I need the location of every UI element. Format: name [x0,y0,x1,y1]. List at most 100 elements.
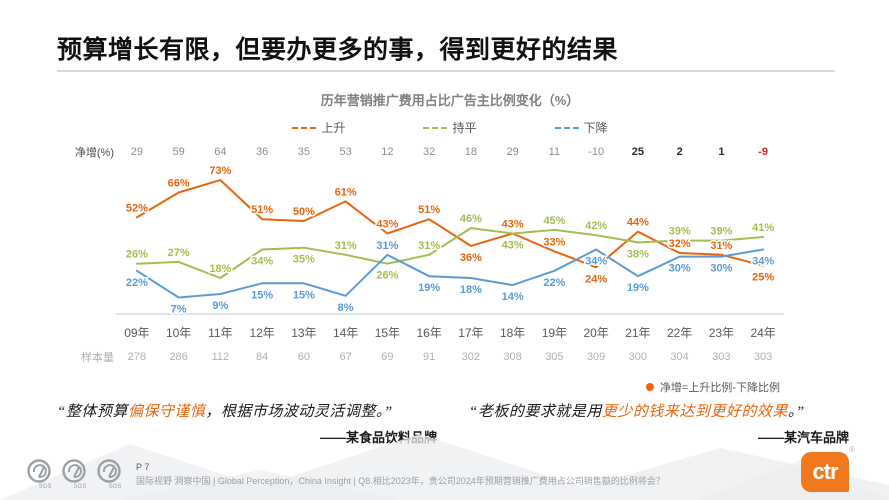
sample-size-value: 302 [461,351,481,363]
chart-note: 净增=上升比例-下降比例 [60,379,784,395]
data-label: 8% [338,302,354,314]
data-label: 44% [627,217,649,229]
data-label: 51% [418,204,440,216]
legend-label: 上升 [321,121,346,135]
x-axis-tick: 09年 [124,326,150,340]
legend-item-0: 上升 [292,119,345,136]
net-increase-value: 64 [214,146,227,158]
sample-size-value: 304 [670,351,689,363]
sample-size-value: 300 [628,351,648,363]
net-increase-row: 净增(%) 29 59 64 36 35 53 12 32 18 29 11 -10 25 2 1 -9 [60,144,784,160]
chart-section: 历年营销推广费用占比广告主比例变化（%） 上升 持平 下降 净增(%) 29 59 64… [60,90,784,395]
x-axis-tick: 13年 [291,326,317,340]
data-label: 41% [752,222,774,234]
legend-marker-icon [554,126,579,129]
data-label: 52% [126,202,148,214]
net-increase-value: 11 [548,146,561,158]
net-increase-value: 12 [381,146,394,158]
data-label: 43% [502,218,524,230]
data-label: 14% [502,291,524,303]
net-increase-value: 18 [464,146,477,158]
note-text: 净增=上升比例-下降比例 [659,382,780,394]
data-label: 19% [418,282,440,294]
quote-food-brand: “整体预算偏保守谨慎，根据市场波动灵活调整。” ——某食品饮料品牌 [57,400,457,446]
quote-text: “整体预算偏保守谨慎，根据市场波动灵活调整。” [57,400,457,421]
data-label: 7% [171,304,187,316]
data-label: 26% [376,270,398,282]
data-label: 22% [126,277,148,289]
data-label: 32% [669,238,691,250]
data-label: 34% [251,255,273,267]
net-increase-value: -9 [758,146,769,158]
footer: SGS SGS SGS P 7 国际视野 洞察中国 | Global Percept… [0,444,889,500]
legend-item-1: 持平 [423,119,477,136]
sample-size-value: 308 [503,351,522,363]
sample-size-value: 303 [712,351,731,363]
quote-attribution: ——某汽车品牌 [757,430,849,445]
data-label: 43% [502,239,524,251]
sample-size-value: 112 [211,351,230,363]
ctr-logo-text: ctr [812,459,838,484]
data-label: 42% [585,220,607,232]
net-increase-value: -10 [588,146,605,158]
data-label: 18% [209,263,231,275]
data-label: 15% [251,289,273,301]
data-label: 36% [460,252,482,264]
sample-size-value: 60 [297,351,310,363]
data-label: 15% [293,289,315,301]
x-axis-tick: 19年 [541,326,568,340]
net-increase-value: 53 [339,146,352,158]
sample-size-value: 67 [339,351,352,363]
sample-size-value: 91 [423,351,436,363]
data-label: 30% [710,263,732,275]
x-axis-tick: 20年 [583,326,609,340]
data-label: 39% [710,226,732,238]
data-label: 26% [126,249,148,261]
quote-text: “老板的要求就是用更少的钱来达到更好的效果。” [469,400,869,421]
series-line-下降 [135,248,765,299]
sample-size-value: 303 [753,351,773,363]
net-increase-value: 25 [631,146,644,158]
x-axis-tick: 21年 [625,326,651,340]
data-label: 38% [627,248,649,260]
sample-size-value: 69 [381,351,394,363]
net-increase-value: 29 [130,146,143,158]
sample-size-values: 278 286 112 84 60 67 69 91 302 308 305 309 300 304 303… [116,351,784,363]
data-label: 46% [460,213,482,225]
years-row: 09年 10年 11年 12年 13年 14年 15年 16年 17年 18年 19年 20年 21年 2… [60,324,784,341]
x-axis-tick: 10年 [165,326,192,340]
data-label: 25% [752,272,774,284]
data-label: 51% [251,204,273,216]
x-axis-tick: 14年 [332,326,359,340]
trend-line-chart: 52% 26% 22% 66% 27% 7% 73% 18% 9% 51% 34% 15% 50% 35%… [116,164,784,317]
chart-title: 历年营销推广费用占比广告主比例变化（%） [320,93,580,108]
svg-text:SGS: SGS [74,484,87,490]
net-increase-value: 32 [423,146,436,158]
data-label: 66% [168,178,190,190]
data-label: 39% [669,226,691,238]
data-label: 19% [627,282,649,294]
quote-post: ，根据市场波动灵活调整。” [205,404,393,420]
sgs-cert-logos: SGS SGS SGS [24,458,126,490]
sample-size-value: 305 [545,351,564,363]
quote-auto-brand: “老板的要求就是用更少的钱来达到更好的效果。” ——某汽车品牌 [469,400,869,446]
data-label: 34% [752,255,774,267]
quote-pre: “老板的要求就是用 [469,404,602,420]
data-label: 34% [585,255,607,267]
registered-mark: ® [849,445,855,454]
data-label: 31% [335,240,357,252]
x-axis-tick: 15年 [374,326,401,340]
chart-legend: 上升 持平 下降 [60,119,784,136]
page-title: 预算增长有限，但要办更多的事，得到更好的结果 [57,36,619,64]
data-label: 30% [669,263,691,275]
series-line-持平 [135,227,765,279]
net-increase-value: 1 [718,146,725,158]
quote-highlight: 更少的钱来达到更好的效果 [601,404,788,420]
title-divider [57,70,835,72]
svg-text:SGS: SGS [109,484,122,490]
x-axis-tick: 11年 [208,326,233,340]
x-axis-tick: 24年 [750,326,776,340]
legend-label: 持平 [452,121,477,135]
x-axis-tick: 23年 [708,326,735,340]
